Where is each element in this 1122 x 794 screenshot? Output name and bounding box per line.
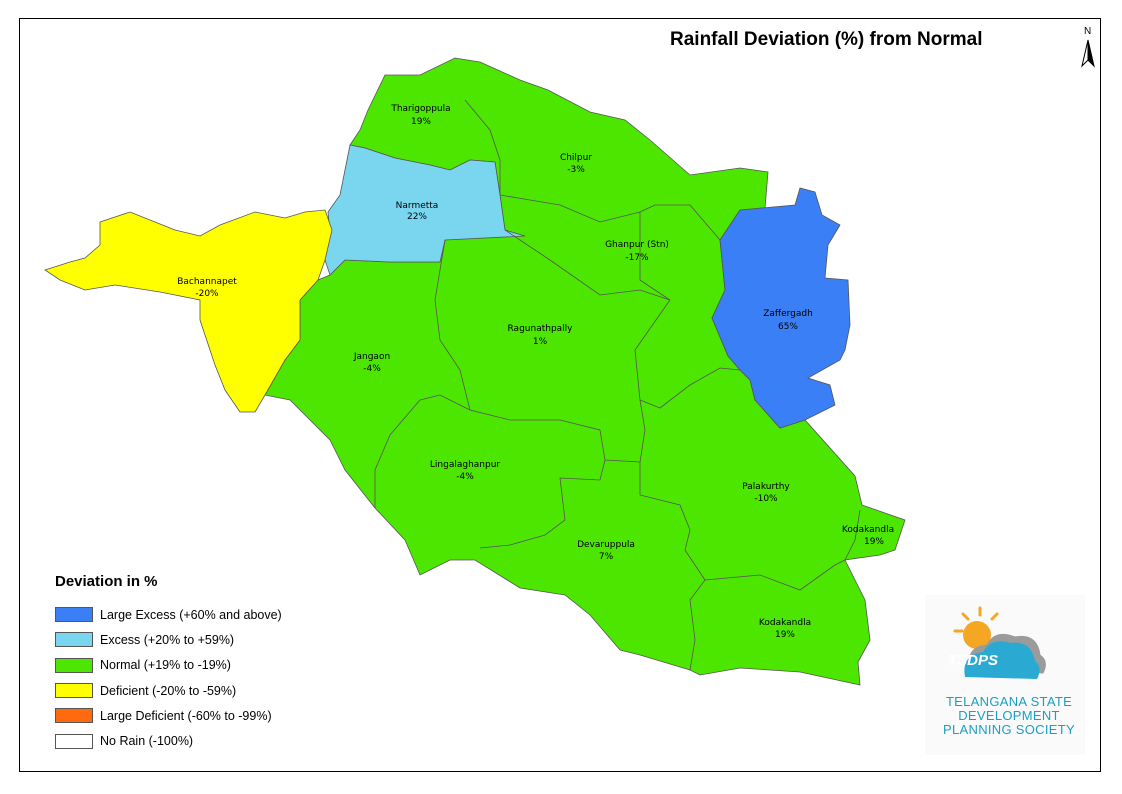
legend-swatch: [55, 683, 93, 699]
label-jangaon-name: Jangaon: [353, 352, 390, 362]
region-zaffergadh: [711, 187, 851, 429]
label-palakurthy-name: Palakurthy: [742, 482, 790, 492]
label-kodakandla-east-name: Kodakandla: [842, 525, 894, 535]
logo-text: TELANGANA STATE DEVELOPMENT PLANNING SOC…: [934, 695, 1084, 737]
label-zaffergadh-name: Zaffergadh: [763, 309, 813, 319]
legend-item-large-excess: Large Excess (+60% and above): [55, 602, 335, 627]
legend-swatch: [55, 632, 93, 648]
label-devaruppula-name: Devaruppula: [577, 540, 635, 550]
label-ragunathpally-name: Ragunathpally: [508, 324, 574, 334]
label-narmetta-name: Narmetta: [396, 201, 439, 211]
label-jangaon-value: -4%: [363, 364, 381, 374]
legend-label: Excess (+20% to +59%): [100, 632, 235, 647]
region-bachannapet: [44, 209, 333, 413]
label-bachannapet-value: -20%: [195, 289, 219, 299]
legend-label: Large Deficient (-60% to -99%): [100, 708, 272, 723]
label-kodakandla-name: Kodakandla: [759, 618, 811, 628]
legend: Deviation in % Large Excess (+60% and ab…: [55, 573, 335, 754]
legend-item-large-deficient: Large Deficient (-60% to -99%): [55, 703, 335, 728]
label-ghanpur-value: -17%: [625, 253, 649, 263]
tsdps-logo: [925, 595, 1085, 755]
label-bachannapet-name: Bachannapet: [177, 277, 237, 287]
legend-label: Normal (+19% to -19%): [100, 658, 231, 673]
label-ghanpur-name: Ghanpur (Stn): [605, 240, 669, 250]
legend-swatch: [55, 708, 93, 724]
legend-label: Deficient (-20% to -59%): [100, 683, 237, 698]
logo-text-line1: TELANGANA STATE: [945, 694, 1073, 709]
logo-name: TSDPS: [948, 652, 999, 669]
label-palakurthy-value: -10%: [754, 494, 778, 504]
sun-cloud-icon: [953, 606, 1046, 679]
legend-item-deficient: Deficient (-20% to -59%): [55, 678, 335, 703]
label-lingalaghanpur-value: -4%: [456, 472, 474, 482]
legend-title: Deviation in %: [55, 573, 158, 590]
label-ragunathpally-value: 1%: [533, 337, 548, 347]
legend-label: Large Excess (+60% and above): [100, 607, 282, 622]
label-kodakandla-east-value: 19%: [864, 537, 884, 547]
north-label: N: [1084, 26, 1092, 37]
legend-swatch: [55, 657, 93, 673]
legend-swatch: [55, 733, 93, 749]
logo-text-line2: DEVELOPMENT: [958, 708, 1060, 723]
legend-item-normal: Normal (+19% to -19%): [55, 653, 335, 678]
map-title: Rainfall Deviation (%) from Normal: [670, 29, 983, 50]
logo-text-line3: PLANNING SOCIETY: [943, 722, 1075, 737]
label-devaruppula-value: 7%: [599, 552, 614, 562]
legend-swatch: [55, 607, 93, 623]
label-chilpur-name: Chilpur: [560, 153, 592, 163]
mandal-boundaries: [374, 99, 861, 671]
label-tharigoppula-name: Tharigoppula: [390, 104, 450, 114]
label-tharigoppula-value: 19%: [411, 117, 431, 127]
label-kodakandla-value: 19%: [775, 630, 795, 640]
north-arrow-icon: N: [1078, 26, 1098, 70]
legend-item-no-rain: No Rain (-100%): [55, 728, 335, 753]
label-lingalaghanpur-name: Lingalaghanpur: [430, 460, 501, 470]
label-chilpur-value: -3%: [567, 165, 585, 175]
label-narmetta-value: 22%: [407, 212, 427, 222]
legend-item-excess: Excess (+20% to +59%): [55, 627, 335, 652]
mandal-labels: Tharigoppula 19% Chilpur -3% Narmetta 22…: [177, 104, 894, 640]
legend-label: No Rain (-100%): [100, 734, 194, 749]
label-zaffergadh-value: 65%: [778, 322, 798, 332]
